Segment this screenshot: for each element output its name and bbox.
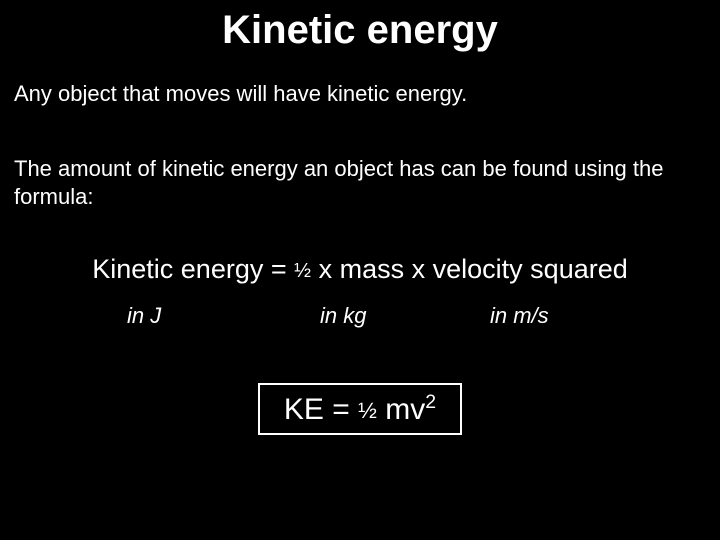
equals-sign: = xyxy=(271,254,287,284)
unit-metres-per-second: in m/s xyxy=(490,303,549,329)
one-half-box: ½ xyxy=(358,398,377,423)
intro-paragraph: Any object that moves will have kinetic … xyxy=(0,53,720,107)
unit-joules: in J xyxy=(127,303,161,329)
velocity-squared-words: velocity squared xyxy=(433,254,628,284)
times-2: x xyxy=(412,254,426,284)
mass-word: mass xyxy=(340,254,405,284)
exponent-2: 2 xyxy=(425,391,436,413)
unit-kilograms: in kg xyxy=(320,303,366,329)
mv-symbol: mv xyxy=(385,393,425,426)
formula-box: KE = ½ mv2 xyxy=(258,383,462,435)
formula-in-words: Kinetic energy = ½ x mass x velocity squ… xyxy=(0,210,720,285)
formula-lhs: Kinetic energy xyxy=(92,254,263,284)
equals-sign-box: = xyxy=(332,393,350,426)
formula-box-container: KE = ½ mv2 xyxy=(0,383,720,435)
units-row: in J in kg in m/s xyxy=(0,303,720,343)
formula-intro-paragraph: The amount of kinetic energy an object h… xyxy=(0,107,720,210)
one-half: ½ xyxy=(294,260,311,282)
ke-symbol: KE xyxy=(284,393,324,426)
times-1: x xyxy=(319,254,333,284)
slide-title: Kinetic energy xyxy=(0,0,720,53)
